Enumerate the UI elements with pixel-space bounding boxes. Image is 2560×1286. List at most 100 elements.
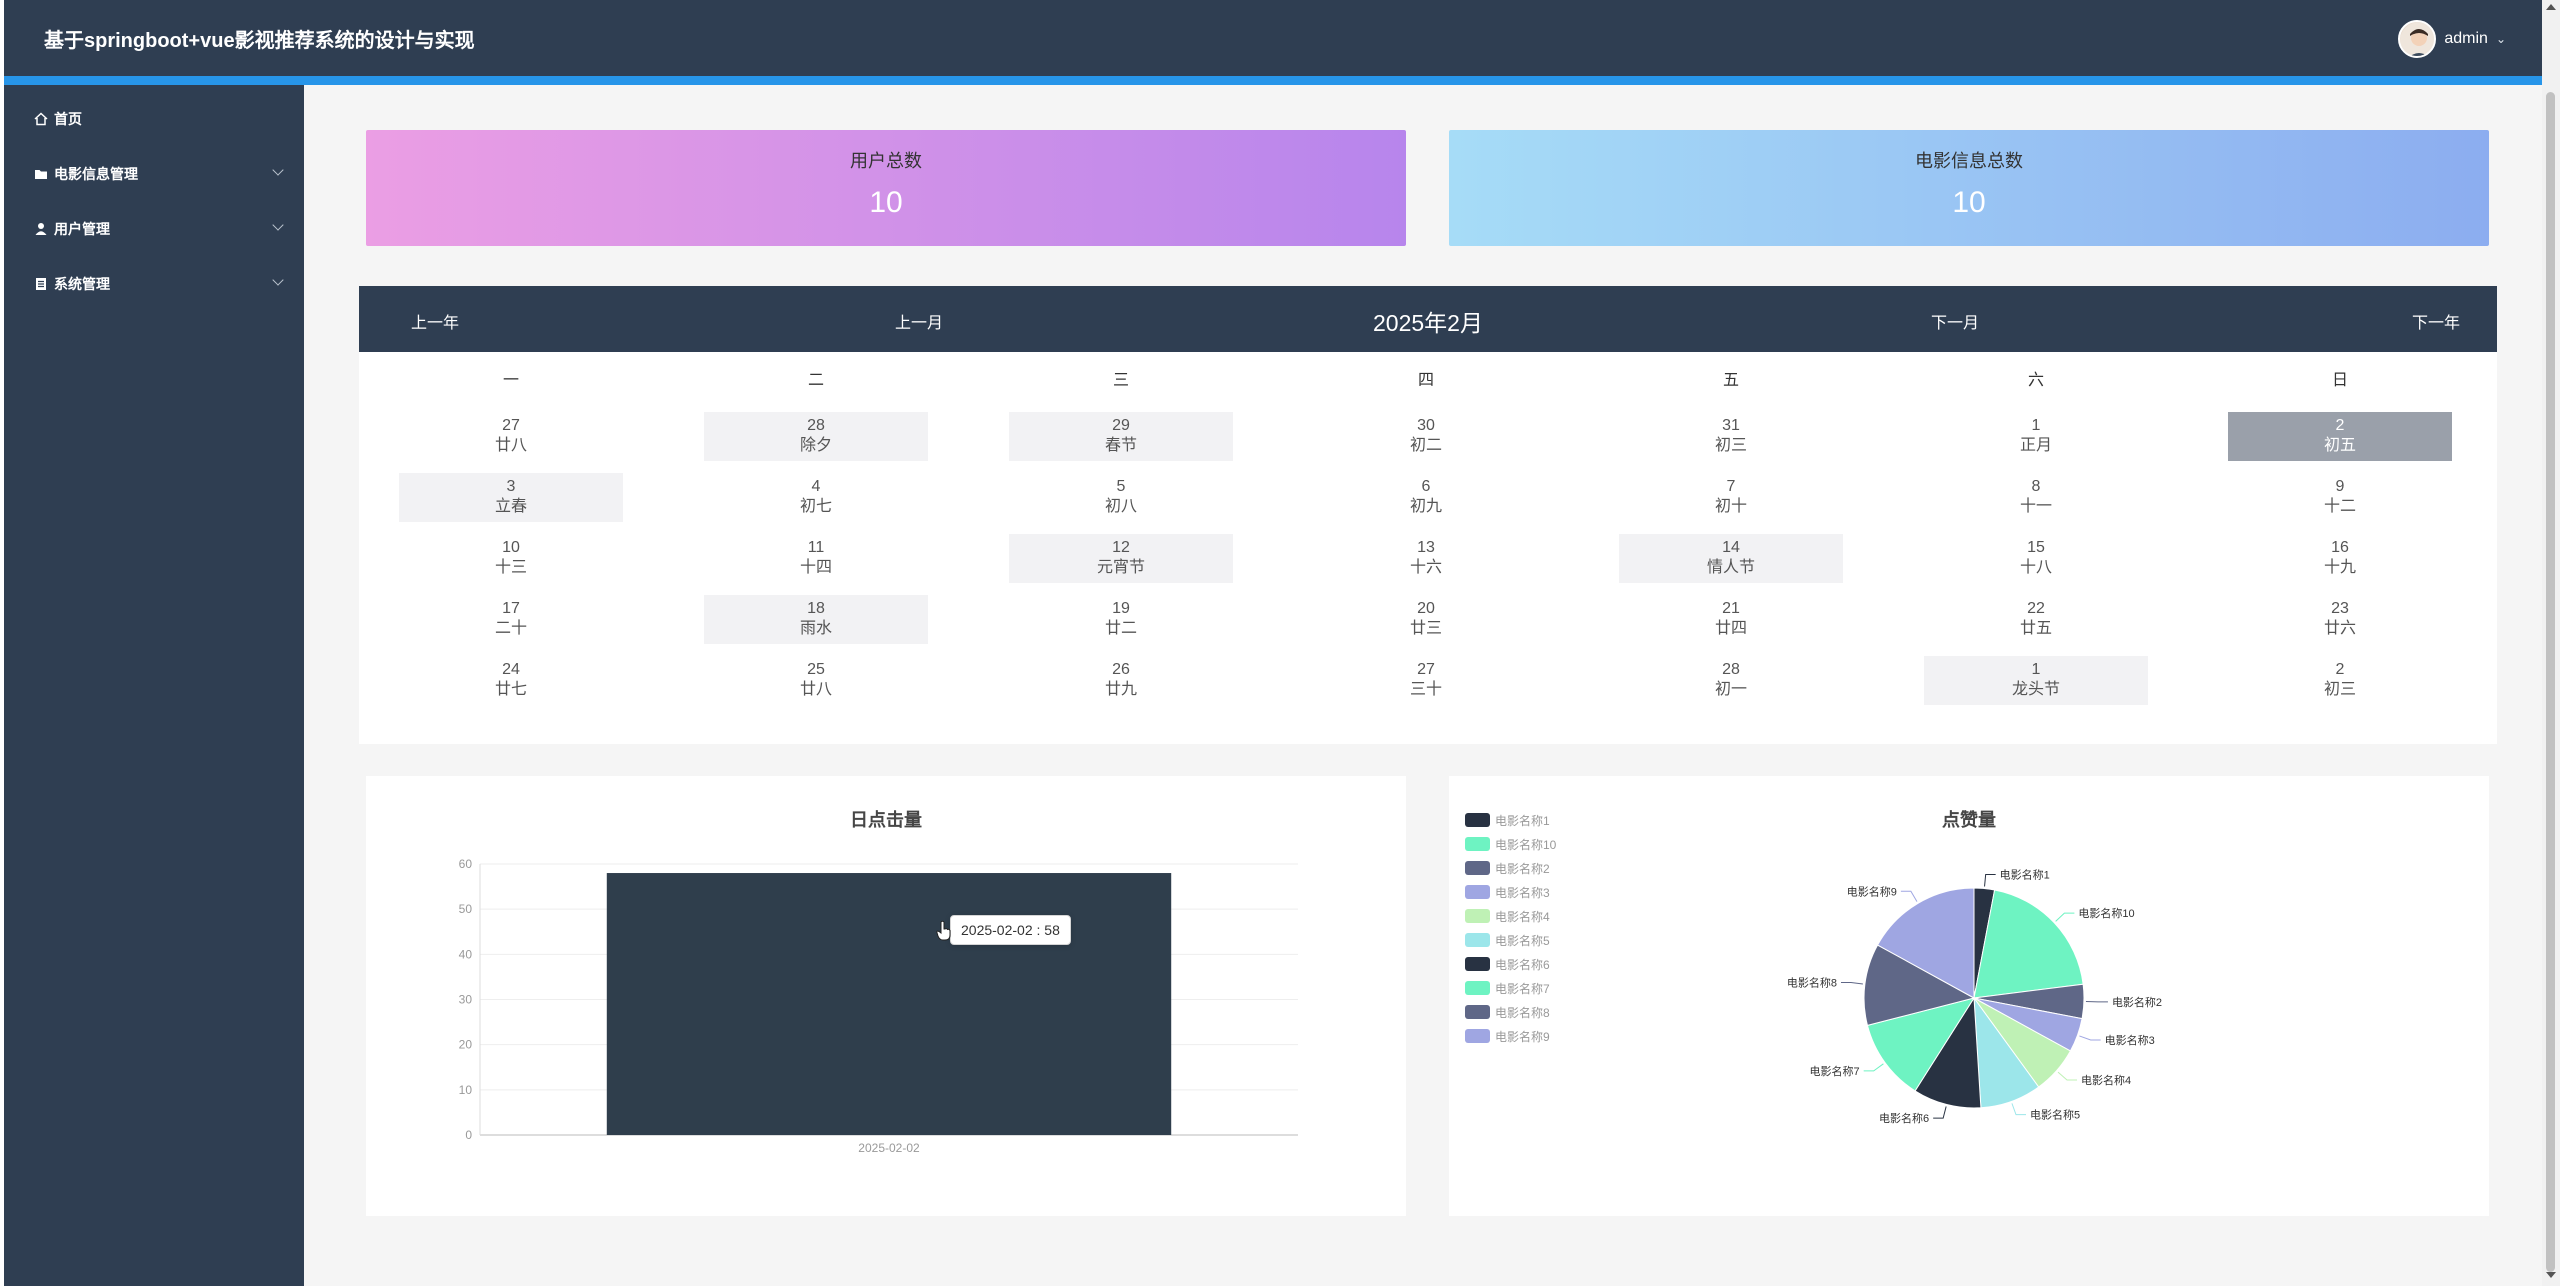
chart-title: 点赞量 <box>1942 810 1996 830</box>
calendar-day[interactable]: 28 初一 <box>1619 656 1843 705</box>
pie-slice[interactable] <box>1863 944 1976 1026</box>
calendar-day[interactable]: 6 初九 <box>1314 473 1538 522</box>
pie-slice[interactable] <box>1876 887 1975 999</box>
username[interactable]: admin <box>2444 30 2488 47</box>
calendar-day[interactable]: 15 十八 <box>1924 534 2148 583</box>
calendar-day[interactable]: 24 廿七 <box>399 656 623 705</box>
day-number: 10 <box>502 539 520 556</box>
prev-month-button[interactable]: 上一月 <box>895 315 944 332</box>
sidebar-item-system-management[interactable]: 系统管理 <box>4 256 304 311</box>
pie-label-line <box>1840 981 1863 985</box>
next-month-button[interactable]: 下一月 <box>1931 315 1980 332</box>
pie-label-line <box>1933 1106 1947 1119</box>
chevron-down-icon[interactable]: ⌄ <box>2495 32 2506 46</box>
bar-chart: 0 10 20 30 40 50 60 2025-02-02 <box>459 857 1298 1155</box>
sidebar-item-movie-management[interactable]: 电影信息管理 <box>4 146 304 201</box>
day-number: 30 <box>1417 417 1435 434</box>
calendar-day[interactable]: 31 初三 <box>1619 412 1843 461</box>
lunar-label: 十八 <box>2019 559 2052 576</box>
calendar-day[interactable]: 1 正月 <box>1924 412 2148 461</box>
weekday-label: 日 <box>2331 372 2348 389</box>
lunar-label: 雨水 <box>799 620 832 637</box>
calendar-day[interactable]: 16 十九 <box>2228 534 2452 583</box>
legend-label: 电影名称7 <box>1495 981 1550 996</box>
pie-slice-label: 电影名称6 <box>1879 1111 1929 1125</box>
calendar-day[interactable]: 7 初十 <box>1619 473 1843 522</box>
calendar-day[interactable]: 23 廿六 <box>2228 595 2452 644</box>
prev-year-button[interactable]: 上一年 <box>411 315 460 332</box>
calendar-day[interactable]: 26 廿九 <box>1009 656 1233 705</box>
avatar[interactable] <box>2398 20 2437 58</box>
legend-item[interactable]: 电影名称6 <box>1465 952 1556 976</box>
calendar-day[interactable]: 3 立春 <box>399 473 623 522</box>
legend-swatch <box>1465 861 1490 875</box>
calendar-day[interactable]: 10 十三 <box>399 534 623 583</box>
pie-slice[interactable] <box>1973 889 2084 999</box>
y-tick-label: 0 <box>465 1128 472 1142</box>
next-year-button[interactable]: 下一年 <box>2412 315 2461 332</box>
day-number: 13 <box>1417 539 1435 556</box>
lunar-label: 廿九 <box>1104 681 1137 698</box>
day-number: 2 <box>2335 661 2345 678</box>
day-number: 3 <box>506 478 516 495</box>
legend-item[interactable]: 电影名称7 <box>1465 976 1556 1000</box>
calendar-day[interactable]: 2 初五 <box>2228 412 2452 461</box>
sidebar-item-user-management[interactable]: 用户管理 <box>4 201 304 256</box>
calendar-day[interactable]: 17 二十 <box>399 595 623 644</box>
lunar-label: 十六 <box>1409 559 1442 576</box>
legend-item[interactable]: 电影名称8 <box>1465 1000 1556 1024</box>
lunar-label: 除夕 <box>799 437 832 454</box>
pie-label-line <box>1984 874 1996 887</box>
lunar-label: 初五 <box>2323 437 2356 454</box>
calendar-day[interactable]: 20 廿三 <box>1314 595 1538 644</box>
pie-label-line <box>2055 912 2075 922</box>
calendar-day[interactable]: 8 十一 <box>1924 473 2148 522</box>
weekday-label: 六 <box>2027 372 2044 389</box>
lunar-label: 廿八 <box>799 681 832 698</box>
scroll-down-arrow-icon[interactable] <box>2546 1272 2556 1278</box>
scrollbar-thumb[interactable] <box>2546 92 2555 1272</box>
pie-slice-label: 电影名称9 <box>1847 884 1897 898</box>
calendar-day[interactable]: 5 初八 <box>1009 473 1233 522</box>
legend-item[interactable]: 电影名称5 <box>1465 928 1556 952</box>
calendar-day[interactable]: 21 廿四 <box>1619 595 1843 644</box>
y-tick-label: 10 <box>459 1083 473 1097</box>
y-tick-label: 40 <box>459 947 473 961</box>
calendar-day[interactable]: 1 龙头节 <box>1924 656 2148 705</box>
calendar-day[interactable]: 27 三十 <box>1314 656 1538 705</box>
stat-value: 10 <box>869 186 903 219</box>
pie-label-line <box>2011 1103 2027 1116</box>
chart-legend: 电影名称1 电影名称10 电影名称2 电影名称3 电影名称4 电影名称5 电影名称6 电影名称… <box>1465 808 1556 1048</box>
calendar-day[interactable]: 27 廿八 <box>399 412 623 461</box>
calendar-day[interactable]: 29 春节 <box>1009 412 1233 461</box>
legend-item[interactable]: 电影名称3 <box>1465 880 1556 904</box>
legend-item[interactable]: 电影名称10 <box>1465 832 1556 856</box>
day-number: 2 <box>2335 417 2345 434</box>
legend-item[interactable]: 电影名称2 <box>1465 856 1556 880</box>
calendar-day[interactable]: 9 十二 <box>2228 473 2452 522</box>
chevron-down-icon <box>272 164 284 176</box>
legend-item[interactable]: 电影名称1 <box>1465 808 1556 832</box>
calendar-day[interactable]: 25 廿八 <box>704 656 928 705</box>
pie-slice[interactable] <box>1866 997 1976 1092</box>
calendar-day[interactable]: 12 元宵节 <box>1009 534 1233 583</box>
calendar-day[interactable]: 11 十四 <box>704 534 928 583</box>
legend-item[interactable]: 电影名称4 <box>1465 904 1556 928</box>
user-menu[interactable]: admin ⌄ <box>2398 20 2506 58</box>
calendar-day[interactable]: 18 雨水 <box>704 595 928 644</box>
calendar-day[interactable]: 14 情人节 <box>1619 534 1843 583</box>
calendar-day[interactable]: 28 除夕 <box>704 412 928 461</box>
lunar-label: 廿二 <box>1104 620 1137 637</box>
calendar-day[interactable]: 13 十六 <box>1314 534 1538 583</box>
calendar-day[interactable]: 19 廿二 <box>1009 595 1233 644</box>
calendar-day[interactable]: 4 初七 <box>704 473 928 522</box>
calendar-day[interactable]: 22 廿五 <box>1924 595 2148 644</box>
calendar-day[interactable]: 2 初三 <box>2228 656 2452 705</box>
calendar-day[interactable]: 30 初二 <box>1314 412 1538 461</box>
day-number: 4 <box>811 478 821 495</box>
sidebar-item-home[interactable]: 首页 <box>4 91 304 146</box>
bar[interactable] <box>606 873 1172 1135</box>
day-number: 15 <box>2027 539 2045 556</box>
scroll-up-arrow-icon[interactable] <box>2546 4 2556 10</box>
legend-item[interactable]: 电影名称9 <box>1465 1024 1556 1048</box>
